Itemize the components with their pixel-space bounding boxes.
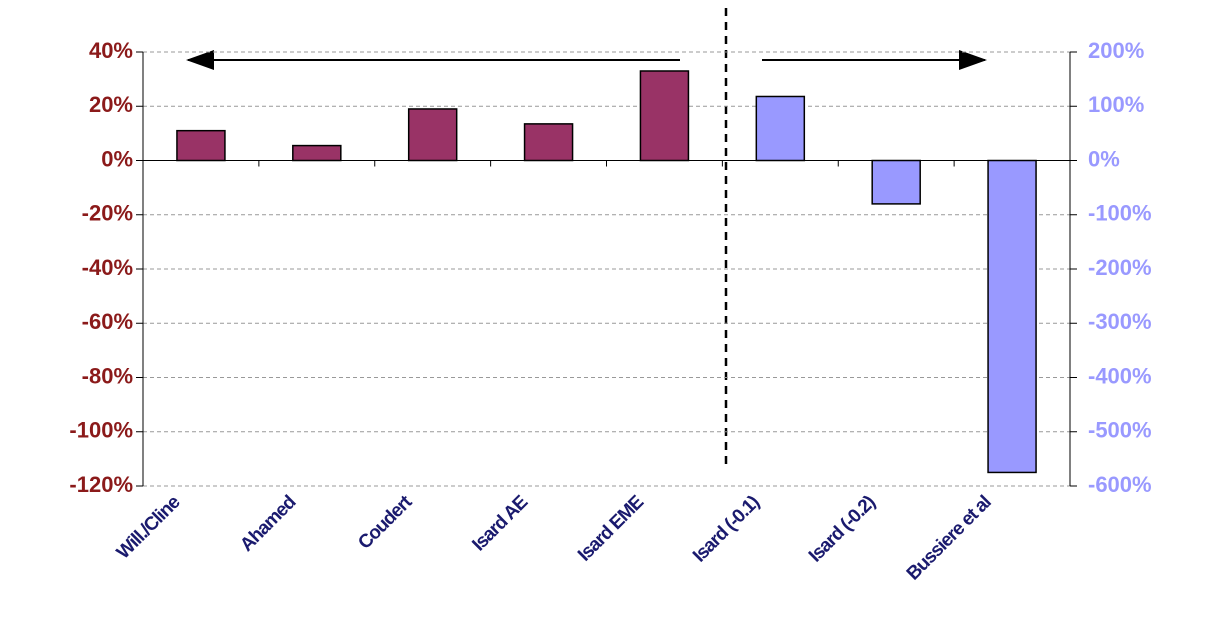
y2-tick-label: -400%: [1088, 363, 1152, 388]
y-tick-label: 0%: [101, 146, 133, 171]
y2-tick-label: 0%: [1088, 146, 1120, 171]
y-tick-label: 20%: [89, 92, 133, 117]
bar: [292, 144, 342, 162]
y-tick-label: 40%: [89, 38, 133, 63]
x-tick-label: Coudert: [354, 491, 417, 554]
y-tick-label: -120%: [69, 472, 133, 497]
bar: [871, 159, 921, 205]
bar: [639, 70, 690, 162]
bar: [987, 159, 1037, 474]
y2-tick-label: -100%: [1088, 201, 1152, 226]
x-tick-label: Isard (-0.1): [689, 492, 764, 567]
y-tick-label: -40%: [82, 255, 133, 280]
y-tick-label: -100%: [69, 418, 133, 443]
y2-tick-label: 200%: [1088, 38, 1144, 63]
y2-tick-label: -300%: [1088, 309, 1152, 334]
bar: [407, 108, 458, 162]
y2-tick-label: -200%: [1088, 255, 1152, 280]
x-tick-label: Bussiere et al: [903, 492, 995, 584]
y-tick-label: -60%: [82, 309, 133, 334]
y2-tick-label: -500%: [1088, 418, 1152, 443]
y-tick-label: -20%: [82, 201, 133, 226]
bar: [755, 95, 806, 162]
y2-tick-label: 100%: [1088, 92, 1144, 117]
x-tick-label: Will./Cline: [113, 492, 184, 563]
x-tick-label: Isard AE: [468, 492, 531, 555]
x-tick-label: Isard (-0.2): [805, 492, 880, 567]
bar: [176, 129, 226, 162]
bar: [523, 123, 574, 162]
x-tick-label: Ahamed: [236, 492, 300, 556]
x-tick-label: Isard EME: [574, 492, 648, 566]
y-tick-label: -80%: [82, 363, 133, 388]
y2-tick-label: -600%: [1088, 472, 1152, 497]
